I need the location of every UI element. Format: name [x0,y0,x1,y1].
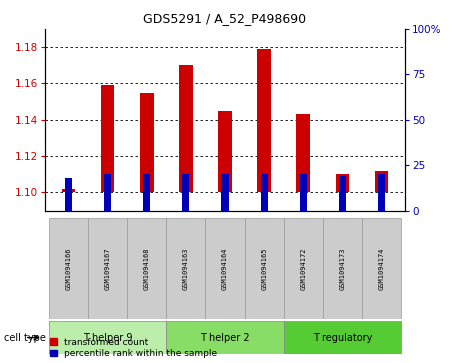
Bar [179,65,193,192]
Bar [166,321,284,354]
Bar [101,85,114,192]
Text: T helper 2: T helper 2 [200,333,250,343]
Bar [261,174,268,211]
Text: T helper 9: T helper 9 [83,333,132,343]
Bar [375,171,388,192]
Bar [323,218,362,319]
Title: GDS5291 / A_52_P498690: GDS5291 / A_52_P498690 [144,12,306,25]
Bar [221,174,229,211]
Bar [166,218,206,319]
Bar [49,218,88,319]
Text: T regulatory: T regulatory [313,333,372,343]
Bar [206,218,244,319]
Bar [127,218,166,319]
Bar [140,93,153,192]
Bar [297,114,310,192]
Bar [257,49,271,192]
Text: cell type: cell type [4,333,46,343]
Bar [300,174,307,211]
Text: GSM1094173: GSM1094173 [339,247,346,290]
Text: GSM1094166: GSM1094166 [66,247,72,290]
Bar [284,218,323,319]
Bar [104,174,111,211]
Text: GSM1094174: GSM1094174 [378,247,384,290]
Bar [218,111,232,192]
Bar [62,189,75,192]
Bar [49,321,166,354]
Legend: transformed count, percentile rank within the sample: transformed count, percentile rank withi… [50,338,217,359]
Text: GSM1094164: GSM1094164 [222,247,228,290]
Bar [182,174,189,211]
Text: GSM1094172: GSM1094172 [300,247,306,290]
Bar [362,218,401,319]
Bar [284,321,401,354]
Bar [88,218,127,319]
Bar [143,174,150,211]
Bar [378,174,385,211]
Text: GSM1094165: GSM1094165 [261,247,267,290]
Bar [336,174,349,192]
Text: GSM1094163: GSM1094163 [183,247,189,290]
Text: GSM1094167: GSM1094167 [104,247,111,290]
Bar [244,218,284,319]
Bar [65,178,72,211]
Bar [339,176,346,211]
Text: GSM1094168: GSM1094168 [144,247,150,290]
